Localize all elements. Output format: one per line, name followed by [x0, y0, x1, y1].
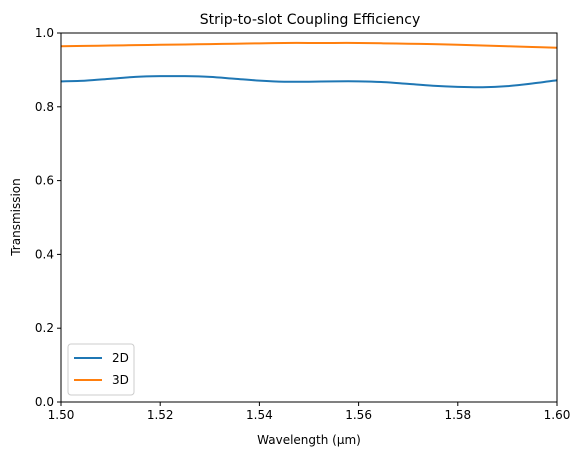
x-tick-label: 1.56	[345, 408, 372, 422]
y-tick-label: 0.0	[35, 395, 54, 409]
series-line-3d	[60, 41, 558, 49]
legend-box	[67, 343, 135, 396]
plot-area	[60, 41, 558, 89]
y-axis: 0.0 0.2 0.4 0.6 0.8 1.0	[35, 26, 61, 409]
legend-label-2d: 2D	[112, 351, 129, 365]
x-tick-label: 1.60	[544, 408, 571, 422]
y-tick-label: 0.2	[35, 321, 54, 335]
y-tick-label: 0.8	[35, 100, 54, 114]
axes-frame	[60, 32, 558, 403]
x-tick-label: 1.54	[246, 408, 273, 422]
y-tick-label: 0.6	[35, 174, 54, 188]
x-tick-label: 1.52	[147, 408, 174, 422]
chart-title: Strip-to-slot Coupling Efficiency	[200, 12, 421, 28]
y-tick-label: 1.0	[35, 26, 54, 40]
y-tick-label: 0.4	[35, 247, 54, 261]
x-tick-label: 1.50	[48, 408, 75, 422]
y-axis-label: Transmission	[9, 178, 23, 257]
x-axis-label: Wavelength (μm)	[257, 433, 361, 447]
series-line-2d	[60, 75, 558, 89]
legend-label-3d: 3D	[112, 373, 129, 387]
x-tick-label: 1.58	[444, 408, 471, 422]
legend: 2D 3D	[67, 343, 135, 396]
x-axis: 1.50 1.52 1.54 1.56 1.58 1.60	[48, 402, 571, 422]
